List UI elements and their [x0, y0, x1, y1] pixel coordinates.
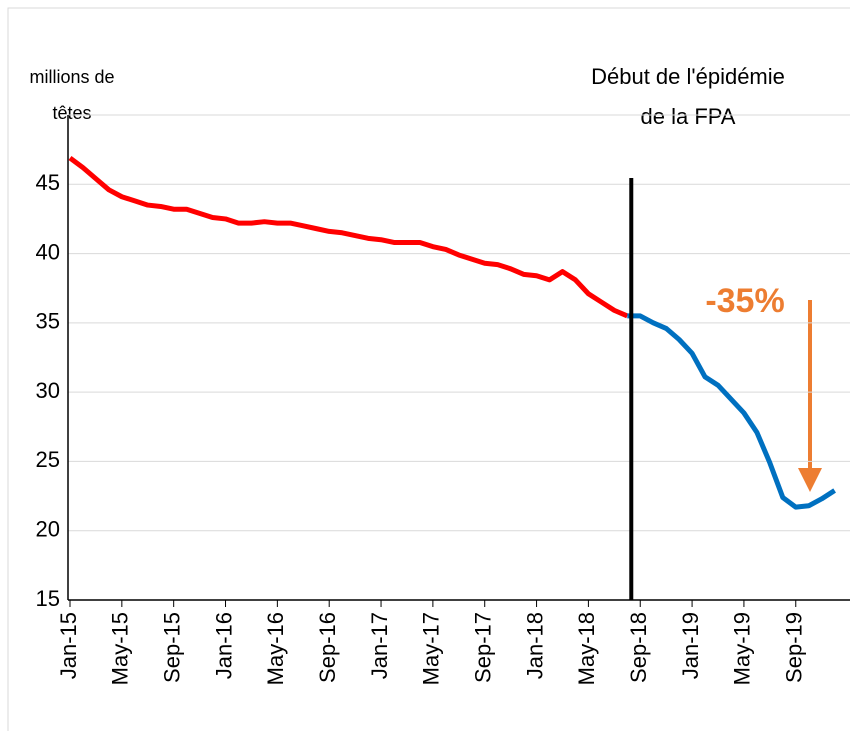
x-tick-label: May-15: [108, 612, 133, 685]
y-axis-label: têtes: [52, 103, 91, 123]
y-tick-label: 45: [36, 170, 60, 195]
y-tick-label: 15: [36, 586, 60, 611]
event-annotation: Début de l'épidémie: [591, 64, 785, 89]
series-line: [68, 155, 629, 319]
x-tick-label: Sep-16: [315, 612, 340, 683]
y-tick-label: 40: [36, 239, 60, 264]
arrow-head: [798, 468, 822, 492]
x-tick-label: Jan-16: [211, 612, 236, 679]
y-axis-label: millions de: [29, 67, 114, 87]
x-tick-label: Jan-18: [522, 612, 547, 679]
x-tick-label: May-19: [730, 612, 755, 685]
x-tick-label: May-17: [419, 612, 444, 685]
x-tick-label: Sep-18: [626, 612, 651, 683]
chart-frame: [7, 7, 850, 731]
series-line: [627, 313, 836, 510]
x-tick-label: Jan-17: [367, 612, 392, 679]
x-tick-label: May-16: [263, 612, 288, 685]
x-tick-label: May-18: [574, 612, 599, 685]
y-tick-label: 30: [36, 378, 60, 403]
y-tick-label: 25: [36, 447, 60, 472]
y-tick-label: 20: [36, 517, 60, 542]
plot: 15 20 25 30 35 40 45 Jan-15 May-15 Sep-15 Jan-16 Ma…: [36, 114, 850, 685]
x-tick-label: Sep-19: [782, 612, 807, 683]
y-tick-label: 35: [36, 309, 60, 334]
x-tick-label: Jan-19: [678, 612, 703, 679]
change-annotation: -35%: [705, 282, 784, 320]
x-tick-label: Sep-17: [471, 612, 496, 683]
x-tick-label: Jan-15: [56, 612, 81, 679]
x-tick-label: Sep-15: [159, 612, 184, 683]
event-annotation: de la FPA: [641, 104, 736, 129]
